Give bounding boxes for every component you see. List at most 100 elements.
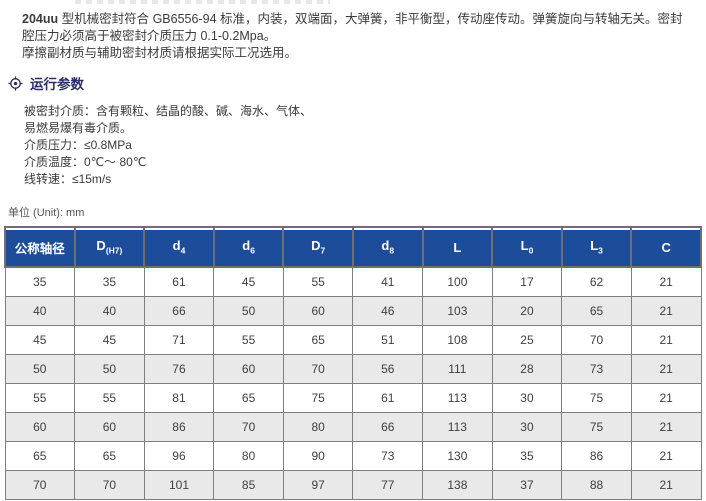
param-temperature: 介质温度：0℃～ 80℃ (24, 155, 147, 169)
intro-line-2: 腔压力必须高于被密封介质压力 0.1-0.2Mpa。 (22, 29, 277, 43)
table-cell: 45 (213, 266, 284, 297)
intro-line-1-text: 型机械密封符合 GB6556-94 标准，内装，双端面，大弹簧，非平衡型，传动座… (58, 12, 683, 26)
table-cell: 50 (74, 354, 145, 384)
table-row: 55 55 81 65 75 61 113 30 75 21 (4, 383, 702, 413)
table-cell: 70 (74, 470, 145, 500)
table-cell: 130 (422, 441, 493, 471)
table-cell: 60 (213, 354, 284, 384)
table-cell: 103 (422, 296, 493, 326)
table-cell: 55 (74, 383, 145, 413)
table-cell: 113 (422, 412, 493, 442)
table-body: 35 35 61 45 55 41 100 17 62 21 40 40 66 50 60 46 103 20 65… (4, 266, 702, 500)
table-cell: 90 (282, 441, 354, 471)
table-row: 70 70 101 85 97 77 138 37 88 21 (4, 470, 702, 500)
intro-paragraph: 204uu 型机械密封符合 GB6556-94 标准，内装，双端面，大弹簧，非平… (22, 11, 698, 62)
column-header: D(H7) (73, 226, 146, 268)
table-cell: 51 (352, 325, 424, 355)
column-header: L0 (491, 226, 563, 268)
table-row: 50 50 76 60 70 56 111 28 73 21 (4, 354, 702, 384)
table-cell: 35 (491, 441, 563, 471)
table-cell: 21 (630, 325, 702, 355)
column-header: 公称轴径 (4, 226, 76, 268)
table-cell: 40 (74, 296, 145, 326)
table-cell: 21 (630, 412, 702, 442)
column-header: d6 (212, 226, 285, 268)
table-cell: 55 (282, 266, 354, 297)
table-cell: 28 (491, 354, 563, 384)
table-cell: 46 (352, 296, 424, 326)
table-cell: 66 (143, 296, 215, 326)
table-cell: 101 (143, 470, 215, 500)
table-cell: 81 (143, 383, 215, 413)
table-cell: 35 (74, 266, 145, 297)
table-row: 40 40 66 50 60 46 103 20 65 21 (4, 296, 702, 326)
crosshair-icon (8, 75, 23, 91)
column-header: D7 (282, 226, 354, 268)
table-cell: 70 (213, 412, 284, 442)
table-row: 60 60 86 70 80 66 113 30 75 21 (4, 412, 702, 442)
dimension-spec-table: 公称轴径 D(H7) d4 d6 D7 d8 L L0 L3 C 35 35 61 45 55 41 100 1… (4, 226, 702, 500)
table-row: 35 35 61 45 55 41 100 17 62 21 (4, 266, 702, 297)
clipped-text-remnant (75, 0, 330, 4)
table-cell: 65 (561, 296, 632, 326)
table-cell: 73 (352, 441, 424, 471)
table-cell: 60 (282, 296, 354, 326)
operating-params-list: 被密封介质：含有颗粒、结晶的酸、碱、海水、气体、 易燃易爆有毒介质。 介质压力：… (24, 103, 312, 188)
param-pressure: 介质压力：≤0.8MPa (24, 138, 132, 152)
intro-line-3: 摩擦副材质与辅助密封材质请根据实际工况选用。 (22, 46, 298, 60)
table-cell: 108 (422, 325, 493, 355)
table-cell: 45 (4, 325, 76, 355)
table-cell: 80 (282, 412, 354, 442)
table-cell: 25 (491, 325, 563, 355)
table-cell: 97 (282, 470, 354, 500)
table-cell: 96 (143, 441, 215, 471)
column-header: L (421, 226, 494, 268)
table-cell: 71 (143, 325, 215, 355)
table-cell: 21 (630, 266, 702, 297)
table-cell: 61 (352, 383, 424, 413)
table-cell: 75 (561, 383, 632, 413)
table-cell: 41 (352, 266, 424, 297)
table-cell: 65 (74, 441, 145, 471)
table-cell: 70 (282, 354, 354, 384)
column-header: d4 (143, 226, 215, 268)
table-cell: 55 (4, 383, 76, 413)
table-cell: 75 (561, 412, 632, 442)
column-header: d8 (351, 226, 424, 268)
param-sealed-medium-cont: 易燃易爆有毒介质。 (24, 121, 133, 135)
table-row: 65 65 96 80 90 73 130 35 86 21 (4, 441, 702, 471)
table-cell: 21 (630, 354, 702, 384)
table-cell: 56 (352, 354, 424, 384)
column-header: C (630, 226, 702, 268)
table-cell: 50 (4, 354, 76, 384)
column-header: L3 (560, 226, 633, 268)
table-cell: 60 (4, 412, 76, 442)
table-cell: 21 (630, 441, 702, 471)
table-cell: 100 (422, 266, 493, 297)
table-cell: 37 (491, 470, 563, 500)
table-cell: 85 (213, 470, 284, 500)
table-cell: 21 (630, 470, 702, 500)
section-header-operating-params: 运行参数 (8, 73, 84, 93)
table-cell: 45 (74, 325, 145, 355)
table-cell: 65 (4, 441, 76, 471)
table-cell: 60 (74, 412, 145, 442)
table-cell: 20 (491, 296, 563, 326)
table-header-row: 公称轴径 D(H7) d4 d6 D7 d8 L L0 L3 C (4, 226, 702, 268)
table-cell: 76 (143, 354, 215, 384)
table-row: 45 45 71 55 65 51 108 25 70 21 (4, 325, 702, 355)
table-cell: 61 (143, 266, 215, 297)
table-cell: 75 (282, 383, 354, 413)
table-cell: 70 (4, 470, 76, 500)
table-head: 公称轴径 D(H7) d4 d6 D7 d8 L L0 L3 C (4, 226, 702, 268)
param-sealed-medium: 被密封介质：含有颗粒、结晶的酸、碱、海水、气体、 (24, 104, 313, 118)
table-cell: 66 (352, 412, 424, 442)
table-cell: 65 (213, 383, 284, 413)
table-cell: 86 (561, 441, 632, 471)
table-cell: 86 (143, 412, 215, 442)
table-cell: 21 (630, 296, 702, 326)
model-number: 204uu (22, 12, 59, 26)
table-cell: 30 (491, 412, 563, 442)
table-cell: 80 (213, 441, 284, 471)
table-cell: 50 (213, 296, 284, 326)
